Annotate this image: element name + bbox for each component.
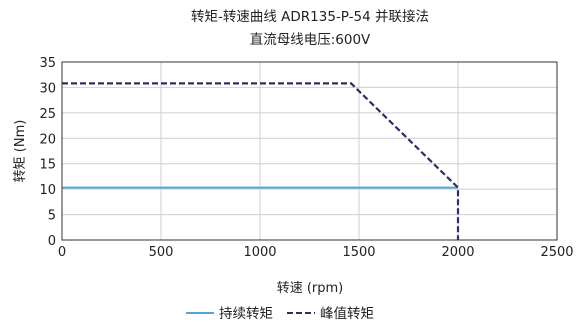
y-tick-label: 10 (39, 183, 56, 198)
chart-subtitle: 直流母线电压:600V (250, 32, 371, 48)
y-tick-label: 5 (48, 209, 56, 224)
y-tick-label: 20 (39, 132, 56, 147)
legend: 持续转矩 峰值转矩 (186, 306, 374, 322)
series-lines (62, 82, 460, 240)
x-tick-label: 0 (58, 245, 66, 260)
x-tick-label: 1000 (243, 245, 276, 260)
x-tick-label: 500 (149, 245, 174, 260)
y-tick-label: 30 (39, 81, 56, 96)
legend-label: 持续转矩 (219, 306, 273, 322)
grid (61, 61, 558, 241)
y-tick-label: 0 (48, 234, 56, 249)
legend-label: 峰值转矩 (320, 306, 374, 322)
y-tick-label: 25 (39, 107, 56, 122)
y-tick-label: 15 (39, 158, 56, 173)
series-line-peak-torque (62, 82, 460, 240)
chart-title: 转矩-转速曲线 ADR135-P-54 并联接法 (191, 8, 429, 25)
y-tick-label: 35 (39, 56, 56, 71)
x-tick-label: 2000 (441, 245, 474, 260)
x-axis-title: 转速 (rpm) (277, 281, 344, 296)
plot-frame (61, 61, 558, 241)
x-tick-label: 2500 (540, 245, 573, 260)
tick-labels: 0 500 1000 1500 2000 2500 0 5 10 15 20 25 30 35 (39, 56, 573, 260)
x-tick-label: 1500 (342, 245, 375, 260)
y-axis-title: 转矩 (Nm) (13, 120, 28, 183)
